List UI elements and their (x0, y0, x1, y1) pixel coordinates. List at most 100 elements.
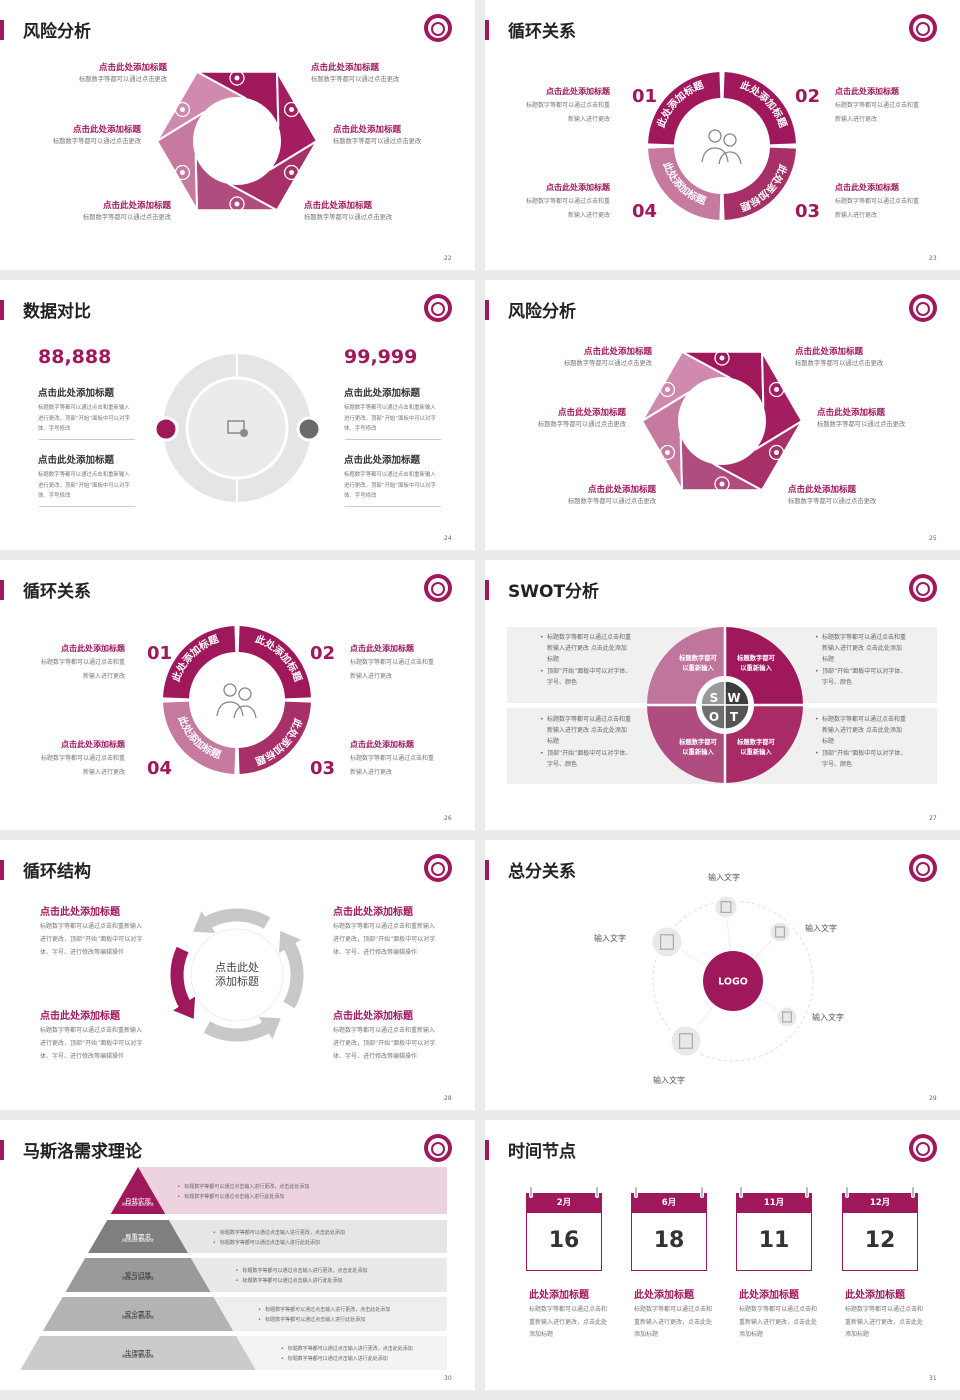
block-title: 点击此处添加标题 (61, 740, 125, 749)
block-title: 点击此处添加标题 (311, 63, 380, 73)
hexagon-center (193, 97, 281, 185)
bullet-item: • 标题数字等都可以通过点击输入进行此处添加 (258, 1315, 458, 1325)
block-description: 标题数字等都可以通过点击更改 (78, 76, 167, 83)
logo-emblem (916, 22, 930, 36)
block-description: 标题数字等都可以通过点击和重新输入进行更改，顶部“开始”面板中可以对字体、字号、… (333, 923, 436, 956)
level-band (138, 1220, 447, 1253)
page-number: 23 (929, 255, 937, 262)
school-logo (424, 14, 452, 42)
slide-25-risk-analysis[interactable]: 风险分析 25 点击此处添加标题 标题数字等都可以通过点击更改 点击此处添加标题 标题数字… (485, 280, 960, 550)
logo-circle (703, 951, 763, 1011)
text-block: 点击此处添加标题 标题数字等都可以通过点击和重新输入进行更改 (526, 86, 610, 126)
comparison-circle (153, 350, 322, 506)
calendar-card: 12月 12 (842, 1193, 918, 1271)
block-title: 点击此处添加标题 (583, 347, 652, 357)
slide-30-maslow-pyramid[interactable]: 马斯洛需求理论 30 自我实现 Mutual Benefit • 标题数字等都可以通过点击… (0, 1120, 475, 1390)
block-title: 点击此处添加标题 (350, 644, 414, 653)
text-block: 点击此处添加标题 标题数字等都可以通过点击和重新输入进行更改 (835, 182, 919, 222)
slide-28-cycle-structure[interactable]: 循环结构 28 点击此处添加标题 点击此处添加标题 标题数字等都可以通过点击和重新输入进… (0, 840, 475, 1110)
title-accent-bar (485, 860, 489, 880)
slide-23-cycle-relation[interactable]: 循环关系 23 此处添加标题 此处添加标题 此处添加标题 此处添加标题 01 02 04 03 点击… (485, 0, 960, 270)
stomach-icon-detail (179, 170, 185, 175)
bullet-text: 标题数字等都可以通过点击输入进行此处添加 (184, 1193, 285, 1200)
page-number: 24 (444, 535, 452, 542)
calendar-ring (700, 1186, 704, 1198)
block-description: 标题数字等都可以通过点击和重新输入进行更改，顶部“开始”面板中可以对字体、字号修… (38, 472, 130, 499)
text-block: 点击此处添加标题 标题数字等都可以通过点击和重新输入进行更改，顶部“开始”面板中可… (40, 903, 146, 959)
cycle-arrows (170, 908, 304, 1042)
text-block: 点击此处添加标题 标题数字等都可以通过点击更改 (788, 483, 918, 507)
bullet-text: 标题数字等都可以通过点击和重新输入进行更改 点击此处添加标题 (547, 716, 632, 745)
bullet-dot: • (235, 1278, 239, 1284)
block-title: 点击此处添加标题 (587, 485, 656, 495)
node-label: 输入文字 (805, 924, 837, 933)
bullet-text: 标题数字等都可以通过点击和重新输入进行更改 点击此处添加标题 (822, 716, 907, 745)
block-title: 点击此处添加标题 (333, 125, 402, 135)
block-description: 标题数字等都可以通过点击和重新输入进行更改 (41, 659, 126, 680)
step-number: 03 (795, 201, 821, 222)
block-description: 标题数字等都可以通过点击和重新输入进行更改，顶部“开始”面板中可以对字体、字号修… (344, 405, 436, 432)
ring-segment (238, 701, 311, 774)
slide-29-total-sub-relation[interactable]: 总分关系 29 LOGO 输入文字 输入文字 输入文字 输入文字 输入文字 (485, 840, 960, 1110)
bullet-dot: • (280, 1346, 284, 1352)
logo-emblem (431, 862, 445, 876)
level-subtitle: Mutual Benefit (122, 1316, 154, 1321)
bullet-item: • 标题数字等都可以通过点击输入进行更改，点击此处添加 (213, 1228, 413, 1238)
ring-segment (648, 147, 721, 220)
level-band (138, 1167, 447, 1214)
text-block: 点击此处添加标题 标题数字等都可以通过点击和重新输入进行更改，顶部“开始”面板中可… (333, 903, 439, 959)
ring-segment (723, 72, 796, 145)
cycle-arrow (278, 931, 304, 1009)
slide-title: 循环关系 (508, 22, 576, 42)
bullet-text: 顶部“开始”面板中可以对字体、字号、颜色 (547, 750, 632, 768)
bullet-dot: • (177, 1183, 181, 1190)
school-logo (909, 14, 937, 42)
slide-31-timeline[interactable]: 时间节点 31 2月 16 此处添加标题 标题数字等都可以通过点击和重新输入进行更改，点击… (485, 1120, 960, 1390)
slide-24-data-comparison[interactable]: 数据对比 24 88,888 点击此处添加标题 标题数字等都可以通过点击和重新输入进行更… (0, 280, 475, 550)
swot-text: • 标题数字等都可以通过点击和重新输入进行更改 点击此处添加标题 • 顶部“开始”面板… (540, 632, 632, 689)
bullet-text: 顶部“开始”面板中可以对字体、字号、颜色 (822, 750, 907, 768)
slide-title: 马斯洛需求理论 (23, 1142, 142, 1162)
node-circle (774, 1004, 800, 1030)
page-number: 25 (929, 535, 937, 542)
bullet-item: • 标题数字等都可以通过点击输入进行此处添加 (281, 1354, 475, 1364)
coins-icon (714, 350, 730, 366)
swot-text: • 标题数字等都可以通过点击和重新输入进行更改 点击此处添加标题 • 顶部“开始”面板… (815, 632, 907, 689)
calendar-header: 11月 (737, 1194, 811, 1213)
block-title: 点击此处添加标题 (38, 388, 115, 399)
block-title: 点击此处添加标题 (98, 63, 167, 73)
school-logo (909, 294, 937, 322)
text-block: 点击此处添加标题 标题数字等都可以通过点击更改 (522, 345, 652, 369)
node-label: 输入文字 (653, 1076, 685, 1085)
stat-value: 99,999 (344, 346, 418, 368)
swot-letter: S (710, 691, 719, 705)
text-block: 点击此处添加标题 标题数字等都可以通过点击和重新输入进行更改，顶部“开始”面板中可… (344, 385, 441, 435)
block-description: 标题数字等都可以通过点击更改 (311, 76, 400, 83)
bullet-text: 标题数字等都可以通过点击输入进行更改，点击此处添加 (184, 1183, 310, 1190)
bullet-text: 标题数字等都可以通过点击和重新输入进行更改 点击此处添加标题 (547, 634, 632, 663)
ring-segment (163, 626, 236, 699)
title-accent-bar (0, 580, 4, 600)
step-number: 04 (147, 758, 173, 779)
school-logo (424, 1134, 452, 1162)
block-description: 标题数字等都可以通过点击和重新输入进行更改 (835, 102, 920, 123)
pyramid-level (88, 1220, 188, 1253)
money-bag-icon-detail (664, 387, 670, 392)
swot-letter: T (730, 710, 739, 724)
block-title: 点击此处添加标题 (40, 907, 120, 918)
text-block: 此处添加标题 标题数字等都可以通过点击和重新输入进行更改，点击此处添加标题 (634, 1286, 714, 1342)
bullet-dot: • (540, 668, 544, 675)
slide-26-cycle-relation[interactable]: 循环关系 26 此处添加标题 此处添加标题 此处添加标题 此处添加标题 01 02 04 03 点击… (0, 560, 475, 830)
bullet-text: 标题数字等都可以通过点击输入进行此处添加 (219, 1239, 320, 1246)
slide-22-risk-analysis[interactable]: 风险分析 22 点击此处添加标题 标题数字等都可以通过点击更改 点击此处添加标题 标题数字… (0, 0, 475, 270)
bullet-text: 标题数字等都可以通过点击输入进行此处添加 (242, 1278, 343, 1284)
calendar-month: 11月 (763, 1198, 785, 1208)
slide-27-swot-analysis[interactable]: SWOT分析 27 S W O T 标题数字都可以重新输入 标题数字都可以重新输入 标题数字都可… (485, 560, 960, 830)
level-subtitle: Mutual Benefit (122, 1238, 154, 1244)
ring-segment (238, 626, 311, 699)
level-bullets: • 标题数字等都可以通过点击输入进行更改，点击此处添加 • 标题数字等都可以通过点击输… (236, 1266, 436, 1286)
calendar-ring (845, 1186, 849, 1198)
block-description: 标题数字等都可以通过点击和重新输入进行更改，顶部“开始”面板中可以对字体、字号修… (38, 405, 130, 432)
block-description: 标题数字等都可以通过点击更改 (788, 498, 877, 505)
